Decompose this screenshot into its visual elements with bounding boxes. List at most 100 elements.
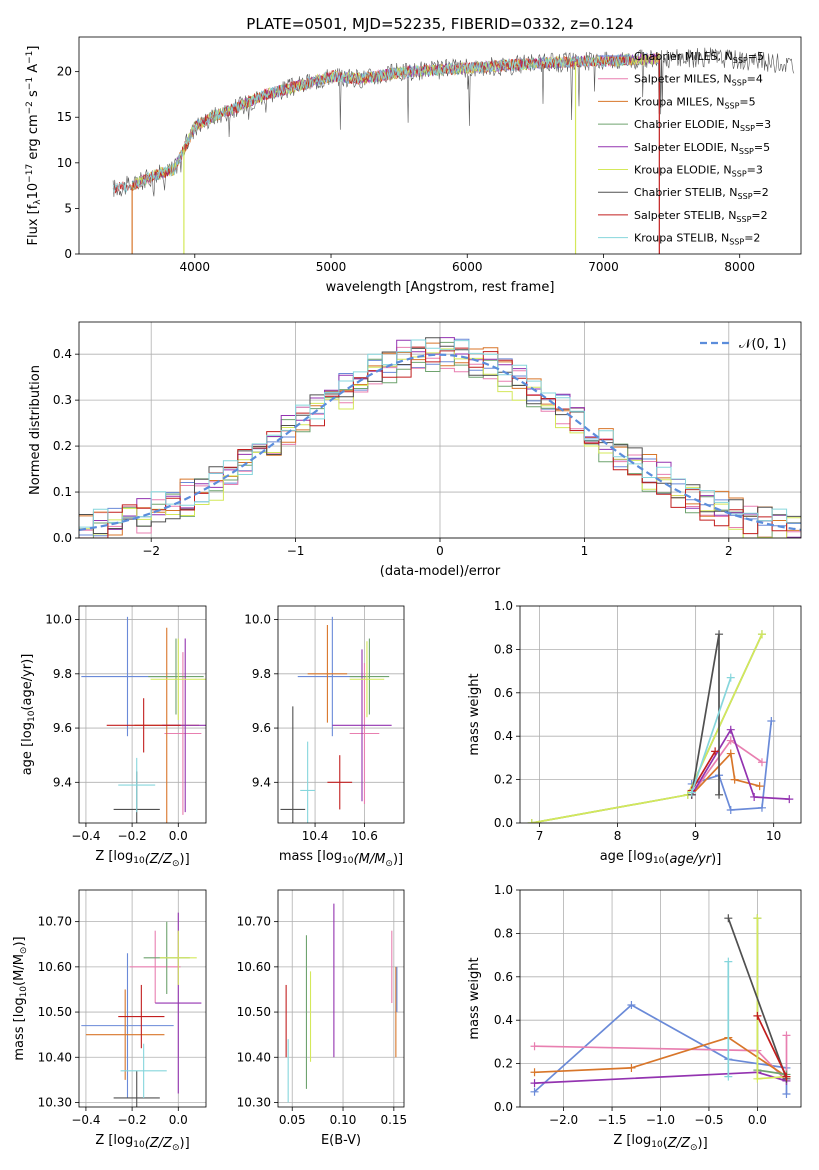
y-tick-label: 10.50	[237, 1005, 271, 1019]
spectrum-line-kroupa-stelib	[112, 53, 631, 194]
axes-frame	[78, 321, 802, 539]
weight-marker-kroupa-stelib	[724, 957, 733, 966]
x-tick-label: 10	[766, 829, 781, 843]
weight-marker-chabrier-stelib	[724, 914, 733, 923]
legend-entry-salpeter-stelib: Salpeter STELIB, NSSP=2	[634, 209, 768, 224]
weight-marker-kroupa-elodie	[753, 914, 762, 923]
x-tick-label: −0.5	[694, 1113, 723, 1127]
plot-area-weight_vs_Z	[530, 914, 791, 1098]
x-tick-label: 9	[692, 829, 700, 843]
panel-mass_vs_ebv: 0.05 0.10 0.15 10.30 10.40 10.50 10.60 10.70 E(B…	[237, 889, 407, 1148]
x-tick-label: 7000	[588, 260, 619, 274]
plot-area-residuals	[79, 337, 801, 538]
weight-marker-kroupa-miles	[726, 749, 735, 758]
x-tick-label: −0.4	[71, 829, 100, 843]
x-tick-label: −1.0	[646, 1113, 675, 1127]
y-tick-label: 0.4	[494, 1013, 513, 1027]
weight-marker-kroupa-miles	[530, 1068, 539, 1077]
y-tick-label: 0.2	[494, 1057, 513, 1071]
x-tick-label: −2.0	[549, 1113, 578, 1127]
x-tick-label: −0.2	[118, 829, 147, 843]
weight-marker-kroupa-miles	[627, 1063, 636, 1072]
weight-marker-kroupa-elodie	[757, 630, 766, 639]
weight-marker-chabrier-miles	[782, 1089, 791, 1098]
axes-frame	[78, 36, 802, 255]
weight-marker-salpeter-miles	[530, 1042, 539, 1051]
y-tick-label: 0.6	[494, 970, 513, 984]
weight-marker-salpeter-stelib	[782, 1072, 791, 1081]
y-tick-label: 0.3	[53, 393, 72, 407]
x-tick-label: 0.15	[380, 1113, 407, 1127]
panel-residuals: −2 −1 0 1 2 0.0 0.1 0.2 0.3 0.4 𝒩(0, 1) (data-model…	[28, 321, 802, 579]
weight-marker-chabrier-miles	[767, 717, 776, 726]
weight-marker-chabrier-miles	[627, 1001, 636, 1010]
x-tick-label: 4000	[180, 260, 211, 274]
y-tick-label: 10.70	[38, 915, 72, 929]
y-tick-label: 0.6	[494, 686, 513, 700]
x-axis-label: Z [log10(Z/Z⊙)]	[95, 1133, 189, 1153]
weight-marker-chabrier-stelib	[715, 630, 724, 639]
weight-line-salpeter-elodie	[690, 727, 790, 800]
y-tick-label: 0.2	[53, 439, 72, 453]
x-tick-label: 0.0	[748, 1113, 767, 1127]
weight-line-kroupa-stelib	[690, 677, 732, 793]
plot-area-spectrum	[112, 47, 795, 254]
y-tick-label: 10.40	[237, 1050, 271, 1064]
x-tick-label: 0	[436, 544, 444, 558]
y-tick-label: 9.4	[53, 775, 72, 789]
panel-mass_vs_Z: −0.4 −0.2 0.0 10.30 10.40 10.50 10.60 10.70 Z [l…	[12, 889, 207, 1153]
histogram-chabrier-stelib	[79, 337, 801, 534]
weight-line-salpeter-stelib	[756, 1015, 788, 1077]
weight-marker-salpeter-miles	[726, 736, 735, 745]
x-tick-label: 10.4	[302, 829, 329, 843]
axes-frame	[78, 889, 207, 1108]
x-tick-label: 8	[614, 829, 622, 843]
y-tick-label: 0.8	[494, 642, 513, 656]
y-tick-label: 0.2	[494, 773, 513, 787]
plot-area-mass_vs_Z	[81, 912, 202, 1107]
y-tick-label: 0	[64, 247, 72, 261]
weight-marker-kroupa-elodie	[753, 1074, 762, 1083]
y-tick-label: 10.50	[38, 1005, 72, 1019]
weight-line-chabrier-stelib	[727, 917, 788, 1080]
legend-entry-chabrier-elodie: Chabrier ELODIE, NSSP=3	[634, 118, 771, 133]
x-tick-label: −1	[287, 544, 305, 558]
weight-line-salpeter-stelib	[690, 750, 716, 791]
x-tick-label: 0.05	[279, 1113, 306, 1127]
weight-marker-salpeter-miles	[782, 1031, 791, 1040]
y-tick-label: 10.60	[38, 960, 72, 974]
spectrum-line-chabrier-stelib	[112, 47, 795, 197]
y-tick-label: 10.70	[237, 915, 271, 929]
legend-entry-kroupa-elodie: Kroupa ELODIE, NSSP=3	[634, 164, 763, 179]
weight-marker-salpeter-elodie	[726, 725, 735, 734]
x-tick-label: 2	[725, 544, 733, 558]
plot-area-age_vs_mass	[280, 616, 392, 823]
weight-marker-salpeter-elodie	[530, 1079, 539, 1088]
y-tick-label: 10.60	[237, 960, 271, 974]
spectrum-line-salpeter-elodie	[131, 53, 660, 191]
axes-frame	[519, 605, 802, 824]
y-axis-label: Flux [fλ10−17 erg cm−2 s−1 A−1]	[25, 46, 43, 246]
y-tick-label: 5	[64, 201, 72, 215]
y-tick-label: 0.0	[53, 531, 72, 545]
y-tick-label: 10.30	[237, 1095, 271, 1109]
weight-marker-chabrier-miles	[530, 1087, 539, 1096]
plot-area-age_vs_Z	[81, 616, 206, 823]
legend-entry-salpeter-elodie: Salpeter ELODIE, NSSP=5	[634, 141, 770, 156]
y-tick-label: 1.0	[494, 883, 513, 897]
x-axis-label: Z [log10(Z/Z⊙)]	[95, 849, 189, 869]
y-axis-label: mass weight	[467, 957, 482, 1039]
weight-line-chabrier-elodie	[756, 918, 787, 1076]
panel-age_vs_mass: 10.4 10.6 9.4 9.6 9.8 10.0 mass [log10(M/M⊙)]	[244, 605, 405, 869]
y-tick-label: 9.4	[252, 775, 271, 789]
y-tick-label: 9.6	[53, 721, 72, 735]
panel-weight_vs_Z: −2.0 −1.5 −1.0 −0.5 0.0 0.0 0.2 0.4 0.6 0.8 1.0 Z […	[467, 883, 802, 1153]
y-tick-label: 0.0	[494, 816, 513, 830]
y-tick-label: 0.1	[53, 485, 72, 499]
legend-entry-chabrier-miles: Chabrier MILES, NSSP=5	[634, 50, 764, 65]
x-tick-label: 1	[581, 544, 589, 558]
y-tick-label: 10.0	[244, 613, 271, 627]
panel-spectrum: 4000 5000 6000 7000 8000 0 5 10 15 20 Chabrier MIL…	[25, 36, 802, 295]
x-tick-label: 6000	[452, 260, 483, 274]
legend-entry-kroupa-stelib: Kroupa STELIB, NSSP=2	[634, 232, 760, 247]
